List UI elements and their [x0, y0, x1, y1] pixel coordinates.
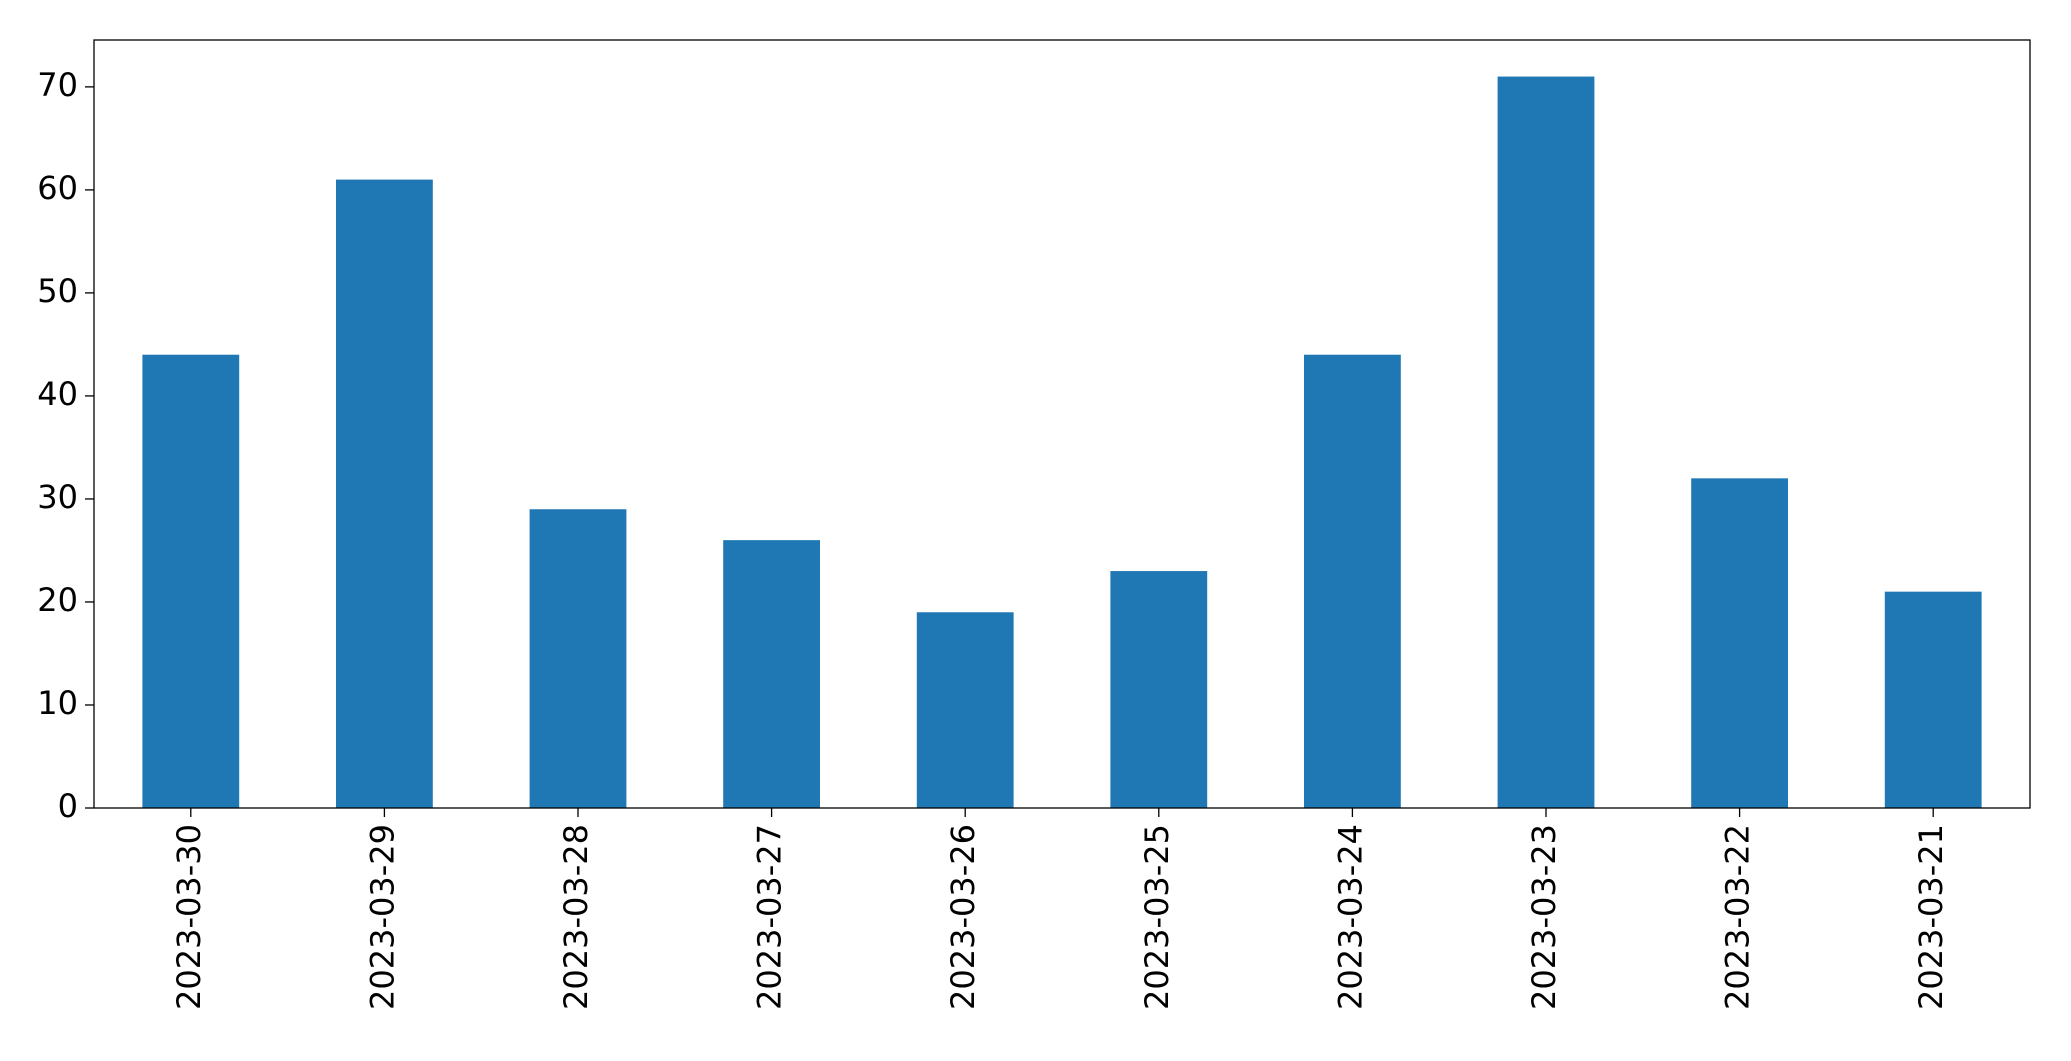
x-tick-label: 2023-03-25 [1138, 824, 1176, 1010]
x-tick-label: 2023-03-21 [1912, 824, 1950, 1010]
x-tick-label: 2023-03-27 [751, 824, 789, 1010]
plot-frame [93, 39, 2031, 809]
bar [723, 540, 820, 808]
x-tick-label: 2023-03-24 [1331, 824, 1369, 1010]
y-tick-label: 10 [37, 684, 78, 722]
bar [1497, 76, 1595, 809]
bar [1304, 354, 1401, 808]
bar [1110, 571, 1208, 808]
y-tick-label: 20 [37, 581, 78, 619]
y-tick-label: 60 [37, 169, 78, 207]
x-tick-label: 2023-03-28 [557, 824, 595, 1010]
bar [916, 612, 1014, 808]
x-tick-label: 2023-03-26 [944, 824, 982, 1010]
y-tick-label: 50 [37, 272, 78, 310]
bar [336, 179, 433, 808]
y-tick-label: 40 [37, 375, 78, 413]
bar [1691, 478, 1788, 808]
y-tick-label: 0 [58, 787, 78, 825]
bar [1884, 591, 1982, 808]
y-tick-label: 70 [37, 66, 78, 104]
x-tick-label: 2023-03-22 [1719, 824, 1757, 1010]
x-tick-label: 2023-03-23 [1525, 824, 1563, 1010]
bar [142, 354, 240, 808]
bar [529, 509, 627, 808]
x-tick-label: 2023-03-29 [363, 824, 401, 1010]
x-tick-label: 2023-03-30 [170, 824, 208, 1010]
y-tick-label: 30 [37, 478, 78, 516]
